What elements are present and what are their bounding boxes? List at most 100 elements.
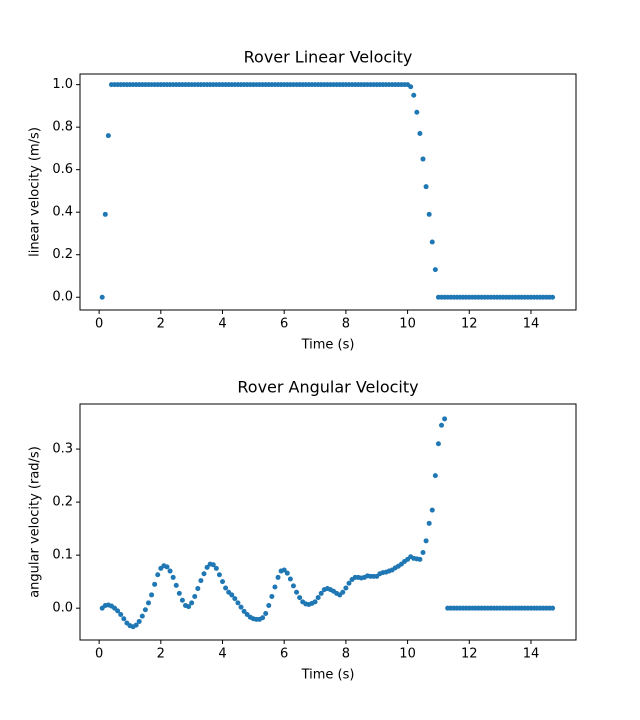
data-point: [429, 239, 435, 245]
data-point: [275, 574, 281, 580]
data-point: [232, 596, 238, 602]
data-point: [210, 562, 216, 568]
data-point: [204, 564, 210, 570]
data-point: [167, 568, 173, 574]
data-point: [133, 622, 139, 628]
y-tick-label: 0.1: [52, 548, 73, 563]
x-axis-label: Time (s): [301, 338, 355, 353]
data-point: [179, 597, 185, 603]
data-point: [284, 570, 290, 576]
plot-frame: [79, 73, 577, 311]
data-point: [99, 294, 105, 300]
data-point: [164, 564, 170, 570]
data-point: [423, 184, 429, 190]
y-tick-label: 0.0: [52, 290, 73, 305]
data-point: [420, 549, 426, 555]
data-point: [263, 610, 269, 616]
data-point: [550, 294, 556, 300]
y-tick-label: 0.4: [52, 205, 73, 220]
data-point: [426, 211, 432, 217]
data-point: [417, 131, 423, 137]
x-tick-label: 6: [280, 317, 288, 332]
data-point: [420, 156, 426, 162]
data-point: [346, 580, 352, 586]
data-point: [189, 600, 195, 606]
data-point: [432, 267, 438, 273]
data-point: [115, 608, 121, 614]
y-tick-label: 0.2: [52, 495, 73, 510]
data-point: [550, 605, 556, 611]
data-point: [315, 595, 321, 601]
data-point: [294, 589, 300, 595]
data-point: [201, 571, 207, 577]
y-axis-label: angular velocity (rad/s): [28, 446, 43, 598]
x-tick-label: 12: [461, 317, 478, 332]
data-point: [173, 582, 179, 588]
y-tick-label: 0.0: [52, 601, 73, 616]
data-point: [318, 590, 324, 596]
data-point: [216, 572, 222, 578]
data-point: [149, 592, 155, 598]
x-tick-label: 0: [95, 647, 103, 662]
data-point: [198, 578, 204, 584]
data-point: [223, 585, 229, 591]
data-point: [435, 441, 441, 447]
data-point: [235, 600, 241, 606]
x-tick-label: 2: [157, 647, 165, 662]
data-point: [229, 592, 235, 598]
x-tick-label: 10: [399, 317, 416, 332]
data-point: [238, 604, 244, 610]
data-point: [266, 603, 272, 609]
x-tick-label: 14: [523, 647, 540, 662]
data-point: [145, 600, 151, 606]
data-point: [429, 507, 435, 513]
data-point: [186, 604, 192, 610]
y-tick-label: 0.6: [52, 162, 73, 177]
data-point: [260, 615, 266, 621]
x-tick-label: 8: [342, 647, 350, 662]
data-point: [136, 618, 142, 624]
data-point: [340, 589, 346, 595]
data-point: [423, 538, 429, 544]
data-point: [118, 612, 124, 618]
data-point: [272, 584, 278, 590]
y-tick-label: 0.2: [52, 247, 73, 262]
x-tick-label: 14: [523, 317, 540, 332]
data-point: [170, 574, 176, 580]
y-tick-label: 0.8: [52, 120, 73, 135]
data-point: [281, 567, 287, 573]
data-point: [121, 616, 127, 622]
data-point: [220, 579, 226, 585]
data-point: [408, 84, 414, 90]
data-point: [139, 613, 145, 619]
data-point: [417, 556, 423, 562]
x-tick-label: 12: [461, 647, 478, 662]
data-point: [142, 607, 148, 613]
data-point: [439, 422, 445, 428]
chart-title: Rover Angular Velocity: [237, 378, 418, 397]
x-tick-label: 4: [218, 317, 226, 332]
data-point: [105, 133, 111, 139]
data-point: [312, 599, 318, 605]
x-axis-label: Time (s): [301, 668, 355, 683]
x-tick-label: 0: [95, 317, 103, 332]
x-tick-label: 6: [280, 647, 288, 662]
x-tick-label: 8: [342, 317, 350, 332]
chart-title: Rover Linear Velocity: [244, 48, 413, 67]
data-point: [287, 576, 293, 582]
data-point: [213, 565, 219, 571]
y-tick-label: 1.0: [52, 77, 73, 92]
data-point: [155, 572, 161, 578]
data-point: [411, 92, 417, 98]
y-tick-label: 0.3: [52, 442, 73, 457]
data-point: [432, 473, 438, 479]
data-point: [195, 586, 201, 592]
data-point: [442, 416, 448, 422]
data-point: [102, 211, 108, 217]
plot-frame: [79, 403, 577, 641]
data-point: [297, 595, 303, 601]
data-point: [192, 594, 198, 600]
data-point: [426, 520, 432, 526]
data-point: [176, 590, 182, 596]
